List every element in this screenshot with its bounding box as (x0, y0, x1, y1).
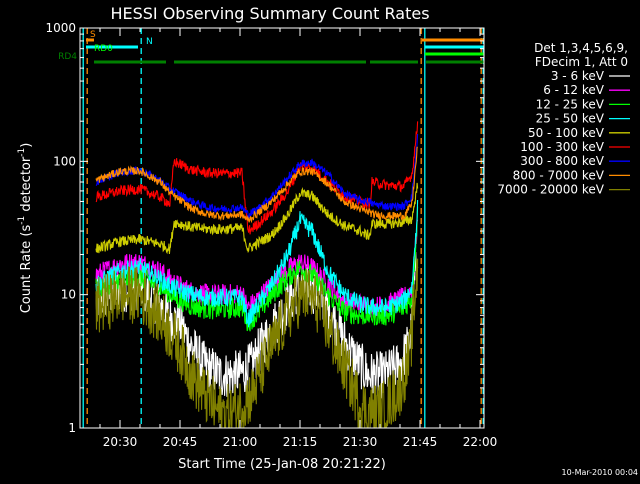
series-line (95, 133, 419, 219)
y-tick-label: 10 (61, 288, 76, 302)
legend: Det 1,3,4,5,6,9, FDecim 1, Att 0 3 - 6 k… (497, 41, 630, 197)
legend-label: 7000 - 20000 keV (497, 183, 604, 197)
legend-label: 100 - 300 keV (520, 140, 604, 154)
legend-label: 6 - 12 keV (543, 83, 605, 97)
chart-title: HESSI Observing Summary Count Rates (110, 4, 429, 23)
flag-label: RD4 (58, 52, 77, 62)
footer-date: 10-Mar-2010 00:04 (562, 468, 639, 477)
x-tick-label: 21:00 (223, 435, 258, 449)
plot-frame (79, 27, 485, 429)
flag-label: RD0 (94, 44, 113, 54)
flag-label: N (146, 37, 153, 47)
x-tick-label: 21:30 (343, 435, 378, 449)
x-tick-label: 22:00 (463, 435, 498, 449)
series-line (95, 146, 418, 224)
x-tick-label: 21:15 (283, 435, 318, 449)
legend-label: 50 - 100 keV (528, 126, 605, 140)
y-tick-label: 100 (53, 154, 76, 168)
y-axis-ticks: 1 10 100 1000 (45, 21, 484, 435)
x-axis-ticks: 20:30 20:45 21:00 21:15 21:30 21:45 22:00 (99, 28, 498, 449)
series-line (95, 182, 419, 255)
series-line (95, 258, 419, 429)
legend-header-line-2: FDecim 1, Att 0 (535, 55, 628, 69)
marker-lines (82, 28, 484, 428)
x-tick-label: 20:45 (163, 435, 198, 449)
y-tick-label: 1000 (45, 21, 76, 35)
legend-label: 3 - 6 keV (551, 69, 605, 83)
y-tick-label: 1 (68, 421, 76, 435)
x-axis-label: Start Time (25-Jan-08 20:21:22) (178, 457, 386, 472)
legend-label: 300 - 800 keV (520, 154, 604, 168)
legend-label: 25 - 50 keV (536, 112, 605, 126)
legend-header-line-1: Det 1,3,4,5,6,9, (534, 41, 628, 55)
y-axis-label: Count Rate (s-1 detector-1) (17, 143, 34, 314)
legend-label: 12 - 25 keV (536, 97, 605, 111)
flag-label: S (90, 30, 96, 40)
legend-label: 800 - 7000 keV (513, 168, 605, 182)
series-layer (95, 121, 419, 429)
x-tick-label: 21:45 (403, 435, 438, 449)
status-flags: S N RD0 RD4 (58, 30, 484, 64)
series-line (95, 121, 419, 235)
x-tick-label: 20:30 (103, 435, 138, 449)
